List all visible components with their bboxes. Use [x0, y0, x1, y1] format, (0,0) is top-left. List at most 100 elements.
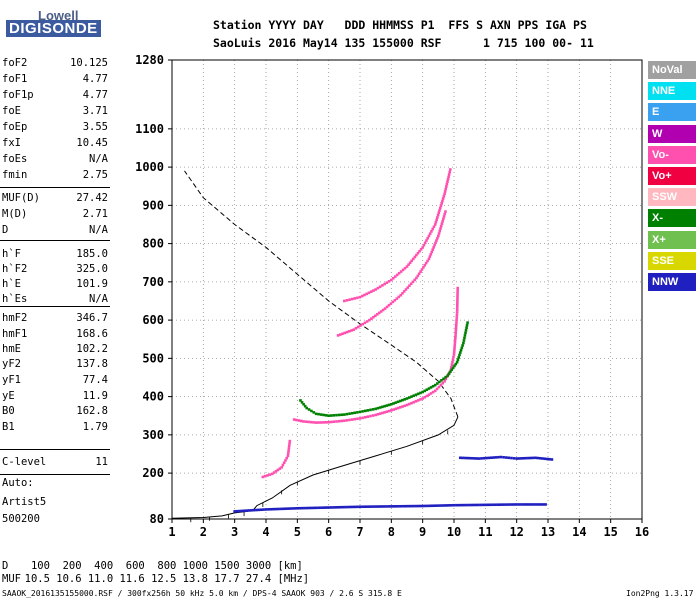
echo-point [454, 362, 458, 366]
echo-point [391, 276, 395, 280]
echo-point [327, 414, 330, 418]
echo-point [452, 353, 456, 356]
echo-point [380, 505, 383, 508]
echo-point [438, 504, 441, 507]
echo-point [398, 399, 402, 403]
echo-point [359, 324, 362, 327]
density-profile-line [171, 416, 459, 519]
echo-point [402, 504, 405, 508]
legend-item: W [648, 124, 696, 143]
echo-point [458, 456, 462, 460]
param-row: foF1p 4.77 [2, 89, 108, 102]
echo-point [426, 236, 429, 240]
echo-point [512, 503, 516, 506]
echo-point [413, 278, 416, 282]
echo-point [447, 372, 451, 375]
echo-point [264, 508, 268, 511]
echo-point [345, 419, 349, 422]
echo-point [358, 505, 362, 509]
echo-point [371, 408, 375, 411]
echo-point [456, 291, 459, 295]
echo-point [291, 507, 294, 510]
echo-point [455, 308, 459, 312]
x-tick-label: 8 [388, 525, 395, 539]
param-row: B1 1.79 [2, 421, 108, 434]
x-tick-label: 1 [168, 525, 175, 539]
echo-point [468, 456, 471, 460]
echo-point [410, 259, 413, 263]
echo-point [454, 334, 457, 337]
echo-point [455, 503, 458, 507]
echo-point [452, 503, 456, 507]
echo-point [450, 503, 453, 507]
echo-point [453, 338, 457, 342]
echo-point [295, 418, 298, 422]
echo-point [322, 421, 325, 424]
echo-point [524, 456, 528, 460]
echo-point [341, 505, 345, 509]
echo-point [327, 420, 330, 424]
echo-point [312, 411, 316, 414]
echo-point [525, 503, 528, 506]
echo-point [438, 209, 441, 212]
echo-point [433, 389, 437, 393]
echo-point [534, 503, 538, 506]
echo-point [373, 314, 377, 318]
param-row: yF1 77.4 [2, 374, 108, 387]
y-tick-label: 600 [142, 313, 164, 327]
echo-point [435, 239, 438, 242]
echo-point [454, 331, 458, 335]
echo-point [356, 505, 359, 509]
echo-point [363, 321, 367, 325]
echo-point [385, 281, 389, 284]
echo-point [431, 227, 434, 231]
echo-point [368, 318, 371, 322]
echo-point [390, 402, 393, 406]
echo-point [262, 508, 265, 511]
echo-point [310, 409, 313, 413]
echo-point [270, 472, 274, 476]
echo-point [444, 375, 447, 379]
echo-point [375, 505, 379, 508]
echo-point [385, 410, 389, 413]
echo-point [422, 266, 425, 269]
echo-point [429, 386, 433, 389]
echo-point [402, 290, 406, 293]
param-row: hmF2 346.7 [2, 312, 108, 325]
echo-point [358, 410, 362, 414]
echo-point [263, 474, 267, 478]
echo-trace [292, 286, 460, 424]
echo-point [442, 377, 445, 381]
echo-point [401, 398, 404, 402]
param-value: 10.45 [76, 137, 108, 149]
echo-trace [233, 503, 547, 513]
echo-point [344, 505, 347, 509]
echo-point [459, 503, 463, 507]
param-row: foF2 10.125 [2, 57, 108, 70]
param-name: C-level [2, 456, 47, 468]
echo-point [538, 456, 542, 460]
panel-divider-2 [0, 240, 110, 241]
echo-point [456, 289, 459, 292]
echo-point [288, 507, 292, 510]
echo-point [539, 503, 543, 506]
echo-trace [261, 439, 292, 479]
echo-point [545, 457, 549, 461]
echo-point [280, 466, 283, 469]
echo-point [304, 420, 308, 423]
echo-point [427, 234, 431, 238]
param-row: fxI 10.45 [2, 137, 108, 150]
echo-point [349, 505, 352, 509]
echo-point [315, 506, 318, 510]
echo-point [353, 417, 357, 421]
echo-point [453, 364, 456, 368]
echo-point [299, 399, 302, 402]
echo-point [412, 400, 416, 404]
echo-point [448, 168, 452, 171]
echo-point [399, 504, 403, 508]
echo-point [377, 311, 381, 315]
param-name: foE [2, 105, 21, 117]
param-value: 4.77 [82, 89, 108, 101]
echo-point [433, 243, 436, 247]
echo-point [401, 268, 405, 272]
